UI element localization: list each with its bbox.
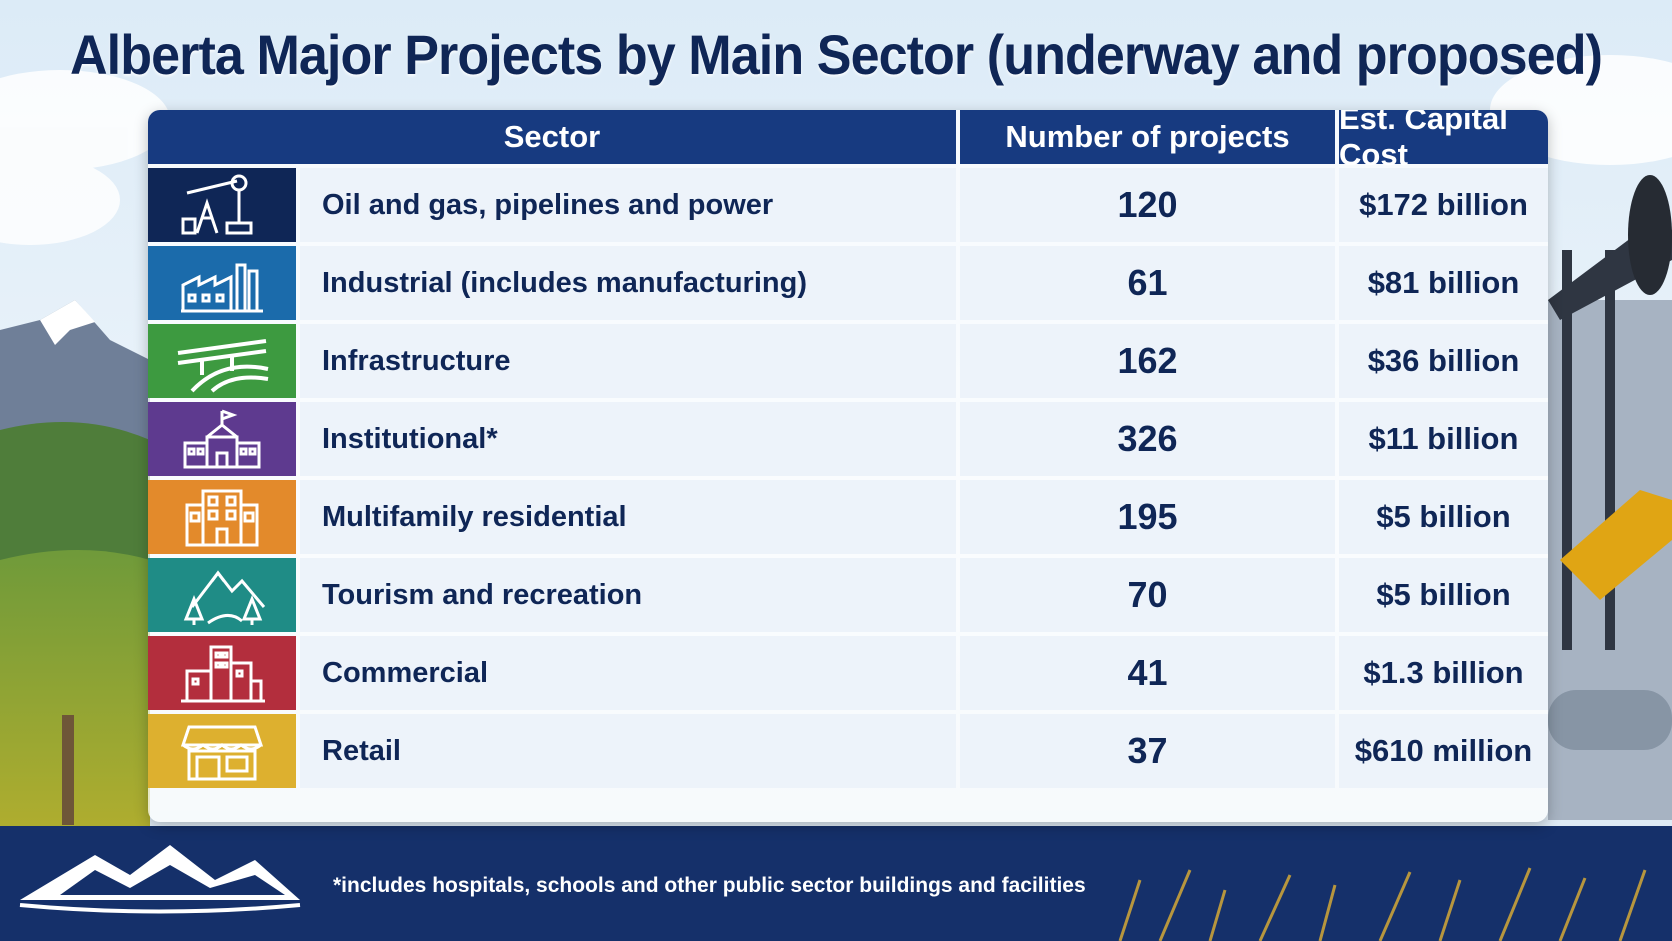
table-row: Oil and gas, pipelines and power 120 $17…: [148, 168, 1548, 242]
header-sector: Sector: [148, 110, 956, 164]
oil-pumpjack-icon: [148, 168, 296, 242]
capital-cost: $11 billion: [1339, 402, 1548, 476]
footnote: *includes hospitals, schools and other p…: [333, 874, 1086, 897]
project-count: 41: [960, 636, 1335, 710]
table-row: Industrial (includes manufacturing) 61 $…: [148, 246, 1548, 320]
header-number-of-projects: Number of projects: [960, 110, 1335, 164]
sector-label: Institutional*: [300, 402, 956, 476]
mountains-trees-icon: [148, 558, 296, 632]
sector-label: Oil and gas, pipelines and power: [300, 168, 956, 242]
sector-label: Tourism and recreation: [300, 558, 956, 632]
project-count: 120: [960, 168, 1335, 242]
storefront-icon: [148, 714, 296, 788]
mountain-logo-icon: [19, 845, 301, 914]
sector-label: Infrastructure: [300, 324, 956, 398]
project-count: 70: [960, 558, 1335, 632]
sector-label: Commercial: [300, 636, 956, 710]
page-title: Alberta Major Projects by Main Sector (u…: [69, 23, 1603, 86]
data-table: Sector Number of projects Est. Capital C…: [148, 110, 1548, 822]
capital-cost: $36 billion: [1339, 324, 1548, 398]
table-row: Commercial 41 $1.3 billion: [148, 636, 1548, 710]
sector-label: Retail: [300, 714, 956, 788]
capital-cost: $1.3 billion: [1339, 636, 1548, 710]
capital-cost: $5 billion: [1339, 480, 1548, 554]
capital-cost: $172 billion: [1339, 168, 1548, 242]
highway-bridge-icon: [148, 324, 296, 398]
capital-cost: $610 million: [1339, 714, 1548, 788]
table-row: Institutional* 326 $11 billion: [148, 402, 1548, 476]
sector-label: Multifamily residential: [300, 480, 956, 554]
capital-cost: $81 billion: [1339, 246, 1548, 320]
header-capital-cost: Est. Capital Cost: [1339, 110, 1548, 172]
table-row: Retail 37 $610 million: [148, 714, 1548, 788]
city-buildings-icon: [148, 636, 296, 710]
project-count: 195: [960, 480, 1335, 554]
factory-icon: [148, 246, 296, 320]
table-row: Infrastructure 162 $36 billion: [148, 324, 1548, 398]
project-count: 326: [960, 402, 1335, 476]
capital-cost: $5 billion: [1339, 558, 1548, 632]
project-count: 162: [960, 324, 1335, 398]
apartment-building-icon: [148, 480, 296, 554]
sector-label: Industrial (includes manufacturing): [300, 246, 956, 320]
project-count: 61: [960, 246, 1335, 320]
school-building-icon: [148, 402, 296, 476]
project-count: 37: [960, 714, 1335, 788]
table-row: Multifamily residential 195 $5 billion: [148, 480, 1548, 554]
table-row: Tourism and recreation 70 $5 billion: [148, 558, 1548, 632]
